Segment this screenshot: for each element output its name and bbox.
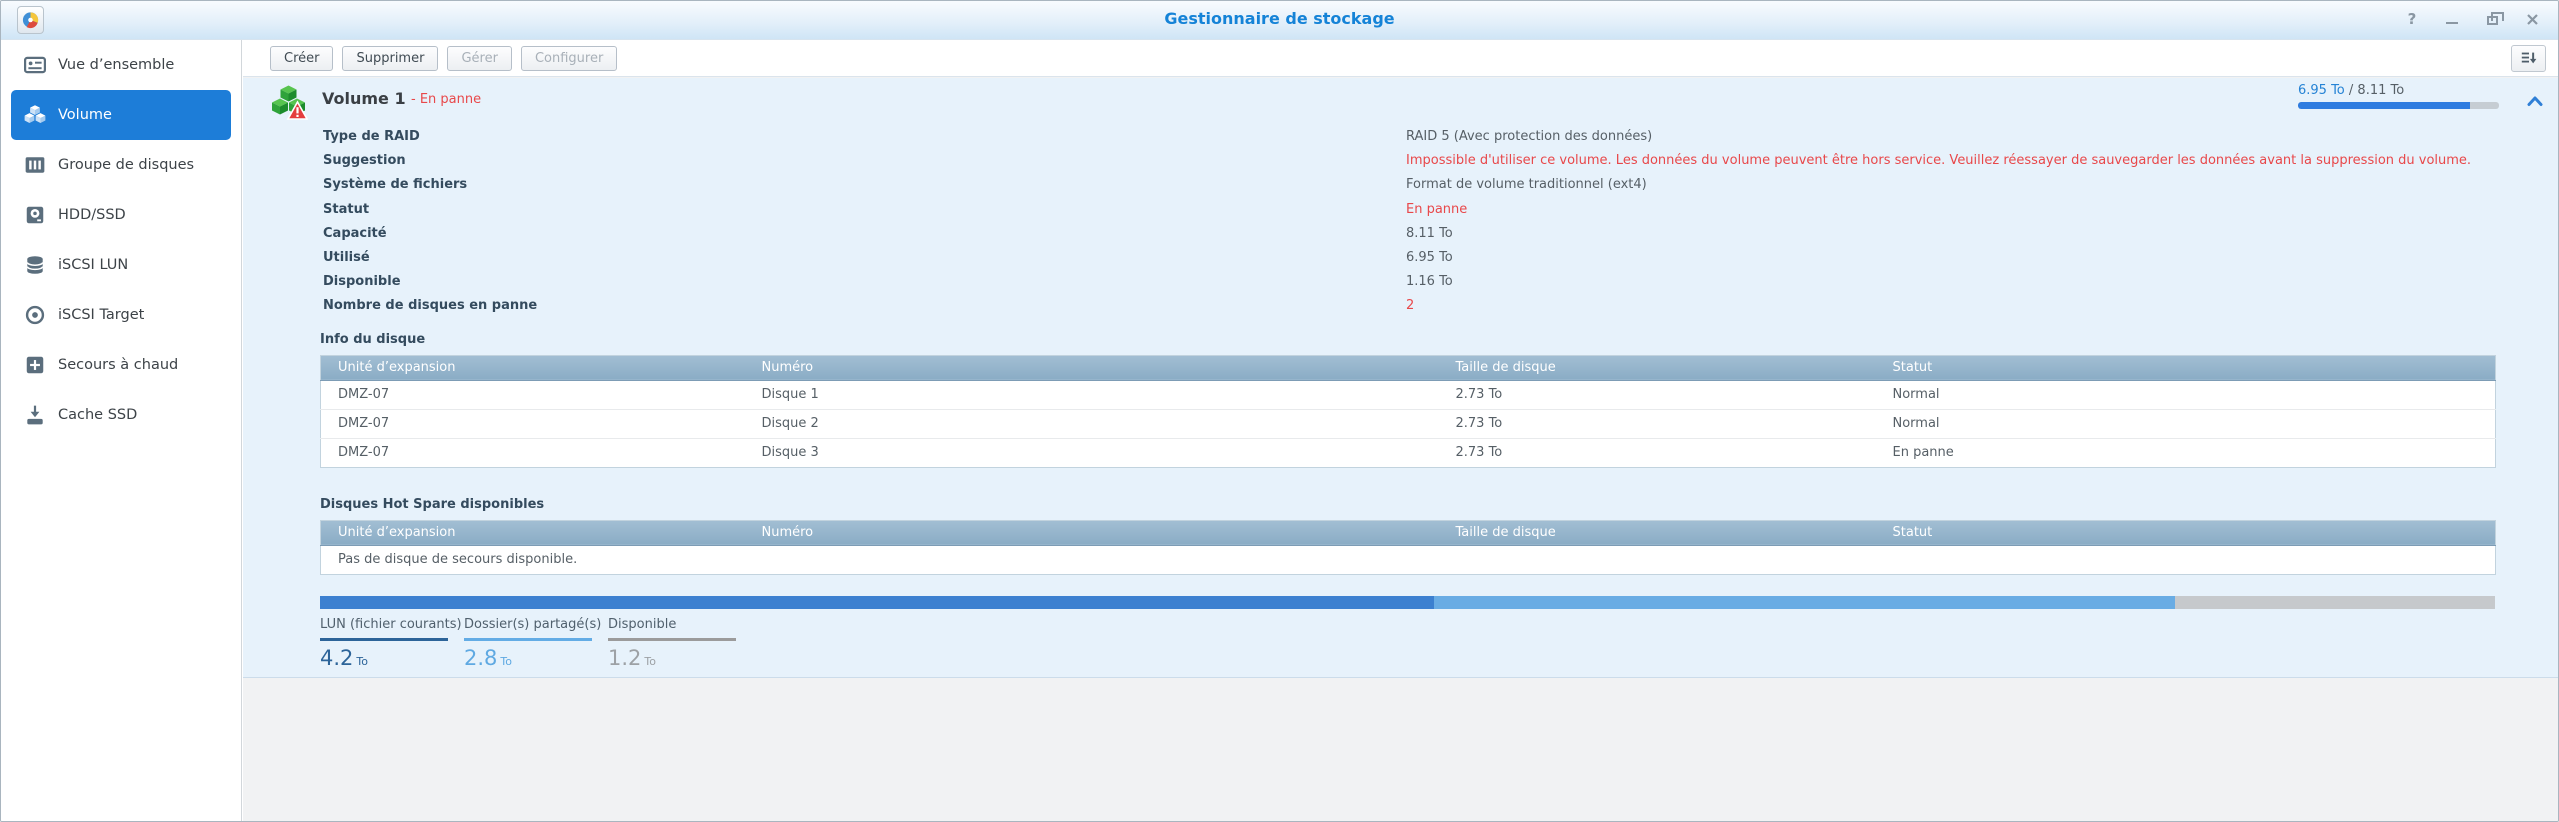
main-area: Créer Supprimer Gérer Configurer Vol bbox=[243, 40, 2558, 821]
detail-row: Disponible 1.16 To bbox=[323, 274, 1453, 290]
disk-status: En panne bbox=[1875, 437, 2496, 467]
legend-item-shared-folders: Dossier(s) partagé(s) 2.8 To bbox=[464, 616, 602, 670]
table-row[interactable]: DMZ-07 Disque 1 2.73 To Normal bbox=[321, 380, 2496, 409]
column-header: Numéro bbox=[744, 355, 1439, 381]
usage-progress-bar bbox=[2298, 102, 2499, 109]
detail-row: Nombre de disques en panne 2 bbox=[323, 298, 1415, 314]
restore-icon[interactable] bbox=[2484, 11, 2504, 27]
sidebar-item-disk-group[interactable]: Groupe de disques bbox=[11, 140, 231, 190]
volume-status-badge: - En panne bbox=[411, 92, 482, 107]
table-row[interactable]: DMZ-07 Disque 2 2.73 To Normal bbox=[320, 408, 2496, 438]
sidebar-item-label: iSCSI LUN bbox=[58, 257, 129, 273]
sidebar-item-label: Groupe de disques bbox=[58, 157, 195, 173]
sidebar-item-label: iSCSI Target bbox=[58, 307, 145, 323]
volume-usage: 6.95 To / 8.11 To bbox=[2298, 83, 2499, 109]
detail-row: Type de RAID RAID 5 (Avec protection des … bbox=[323, 129, 1653, 144]
hot-spare-table: Unité d’expansion Numéro Taille de disqu… bbox=[320, 519, 2496, 575]
bar-segment-shared bbox=[1433, 595, 2176, 609]
column-header: Unité d’expansion bbox=[320, 520, 745, 546]
detail-row: Système de fichiers Format de volume trad… bbox=[323, 177, 1647, 193]
window-title: Gestionnaire de stockage bbox=[1164, 9, 1395, 28]
configure-button[interactable]: Configurer bbox=[520, 45, 618, 71]
table-row[interactable]: DMZ-07 Disque 3 2.73 To En panne bbox=[320, 437, 2496, 467]
volume-warning-icon bbox=[270, 84, 309, 126]
disk-status: Normal bbox=[1892, 387, 1940, 402]
usage-used-value: 6.95 To bbox=[2298, 83, 2345, 98]
sidebar-item-volume[interactable]: Volume bbox=[11, 90, 231, 140]
iscsi-target-icon bbox=[24, 304, 46, 326]
column-header: Statut bbox=[1875, 355, 2496, 381]
usage-total-value: 8.11 To bbox=[2357, 83, 2405, 98]
empty-message: Pas de disque de secours disponible. bbox=[338, 552, 578, 567]
sidebar-item-label: Volume bbox=[58, 107, 112, 123]
usage-legend: LUN (fichier courants) 4.2 To Dossier(s) … bbox=[320, 617, 2495, 670]
close-icon[interactable] bbox=[2524, 11, 2540, 27]
create-button[interactable]: Créer bbox=[270, 45, 334, 71]
bar-segment-available bbox=[2175, 595, 2495, 609]
sidebar-item-label: Secours à chaud bbox=[58, 357, 179, 373]
detail-row: Suggestion Impossible d'utiliser ce volum… bbox=[323, 153, 2472, 169]
disk-group-icon bbox=[24, 154, 46, 176]
sidebar-item-iscsi-lun[interactable]: iSCSI LUN bbox=[11, 240, 231, 290]
detail-row: Capacité 8.11 To bbox=[323, 225, 1453, 241]
volume-icon bbox=[24, 104, 46, 126]
disk-status: Normal bbox=[1875, 408, 2496, 438]
hdd-icon bbox=[24, 204, 46, 226]
chevron-up-icon[interactable] bbox=[2524, 91, 2546, 113]
sort-list-icon bbox=[2521, 52, 2536, 64]
column-header: Statut bbox=[1875, 520, 2496, 546]
table-header-row: Unité d’expansion Numéro Taille de disqu… bbox=[320, 520, 2496, 546]
manage-button[interactable]: Gérer bbox=[447, 45, 512, 71]
sort-button[interactable] bbox=[2511, 44, 2546, 72]
volume-title: Volume 1 bbox=[322, 89, 406, 108]
column-header: Taille de disque bbox=[1438, 520, 1876, 546]
sidebar-item-hot-spare[interactable]: Secours à chaud bbox=[11, 340, 231, 390]
detail-row: Statut En panne bbox=[323, 201, 1468, 217]
sidebar-item-label: HDD/SSD bbox=[58, 207, 126, 223]
minimize-icon[interactable] bbox=[2444, 11, 2460, 27]
usage-breakdown-bar bbox=[320, 595, 2495, 609]
sidebar-item-hdd-ssd[interactable]: HDD/SSD bbox=[11, 190, 231, 240]
sidebar-item-label: Cache SSD bbox=[58, 407, 138, 423]
sidebar-item-ssd-cache[interactable]: Cache SSD bbox=[11, 390, 231, 440]
delete-button[interactable]: Supprimer bbox=[342, 45, 439, 71]
hot-spare-title: Disques Hot Spare disponibles bbox=[320, 496, 545, 512]
hot-spare-icon bbox=[24, 354, 46, 376]
disk-info-table: Unité d’expansion Numéro Taille de disqu… bbox=[320, 354, 2496, 468]
table-header-row: Unité d’expansion Numéro Taille de disqu… bbox=[320, 355, 2496, 381]
overview-icon bbox=[24, 54, 46, 76]
help-icon[interactable]: ? bbox=[2407, 10, 2417, 28]
sidebar-item-label: Vue d’ensemble bbox=[58, 57, 175, 73]
sidebar-item-iscsi-target[interactable]: iSCSI Target bbox=[11, 290, 231, 340]
legend-item-lun: LUN (fichier courants) 4.2 To bbox=[320, 616, 462, 670]
bar-segment-lun bbox=[320, 595, 1434, 609]
column-header: Numéro bbox=[744, 520, 1439, 546]
toolbar: Créer Supprimer Gérer Configurer bbox=[243, 40, 2558, 77]
iscsi-lun-icon bbox=[24, 254, 46, 276]
legend-item-available: Disponible 1.2 To bbox=[608, 617, 736, 670]
disk-info-title: Info du disque bbox=[320, 331, 426, 347]
column-header: Unité d’expansion bbox=[320, 355, 745, 381]
detail-row: Utilisé 6.95 To bbox=[323, 249, 1453, 265]
sidebar: Vue d’ensemble Volume Groupe de disques … bbox=[1, 40, 242, 821]
volume-panel-header[interactable]: Volume 1 - En panne 6.95 To / 8.11 To bbox=[243, 78, 2558, 125]
volume-panel: Volume 1 - En panne 6.95 To / 8.11 To Ty… bbox=[243, 78, 2558, 678]
titlebar: Gestionnaire de stockage ? bbox=[1, 1, 2558, 40]
empty-row: Pas de disque de secours disponible. bbox=[321, 545, 2496, 574]
column-header: Taille de disque bbox=[1438, 355, 1876, 381]
volume-details: Type de RAID RAID 5 (Avec protection des … bbox=[320, 125, 2495, 319]
storage-manager-app-icon bbox=[17, 6, 44, 34]
sidebar-item-overview[interactable]: Vue d’ensemble bbox=[11, 40, 231, 90]
ssd-cache-icon bbox=[24, 404, 46, 426]
